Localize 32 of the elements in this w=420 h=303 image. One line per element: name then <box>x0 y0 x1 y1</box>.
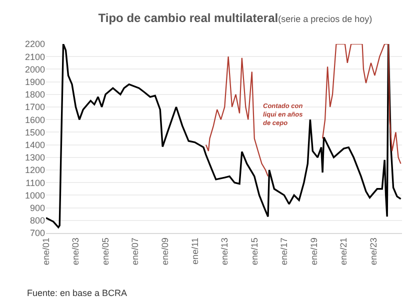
x-tick-label: ene/19 <box>308 238 319 266</box>
source-note: Fuente: en base a BCRA <box>27 288 128 298</box>
y-tick-label: 1600 <box>24 114 45 125</box>
y-tick-label: 1500 <box>24 127 45 138</box>
y-tick-label: 2200 <box>24 39 45 50</box>
y-tick-label: 1300 <box>24 152 45 163</box>
x-tick-label: ene/15 <box>249 238 260 266</box>
y-tick-label: 1800 <box>24 90 45 100</box>
x-tick-label: ene/03 <box>70 238 81 266</box>
x-tick-label: ene/05 <box>100 238 110 266</box>
x-tick-label: ene/11 <box>190 238 200 264</box>
chart-title: Tipo de cambio real multilateral <box>98 11 278 26</box>
y-tick-label: 2000 <box>24 64 45 74</box>
x-tick-label: ene/01 <box>40 238 51 266</box>
x-tick-label: ene/23 <box>368 238 378 266</box>
y-tick-label: 1200 <box>24 165 45 176</box>
y-tick-label: 700 <box>30 228 45 238</box>
y-tick-label: 1400 <box>24 140 45 150</box>
y-tick-label: 800 <box>30 216 45 226</box>
y-tick-label: 900 <box>30 202 45 213</box>
x-tick-label: ene/17 <box>279 238 290 266</box>
x-tick-label: ene/21 <box>338 238 349 266</box>
y-tick-label: 1100 <box>26 178 45 188</box>
y-tick-label: 2100 <box>24 52 45 62</box>
y-tick-label: 1700 <box>24 102 45 112</box>
y-tick-label: 1000 <box>24 190 45 200</box>
x-tick-label: ene/09 <box>160 238 170 266</box>
chart-subtitle: (serie a precios de hoy) <box>278 14 372 24</box>
y-tick-label: 1900 <box>24 76 45 87</box>
line-series <box>46 44 402 228</box>
x-tick-label: ene/07 <box>130 238 140 266</box>
x-tick-label: ene/13 <box>220 238 230 266</box>
